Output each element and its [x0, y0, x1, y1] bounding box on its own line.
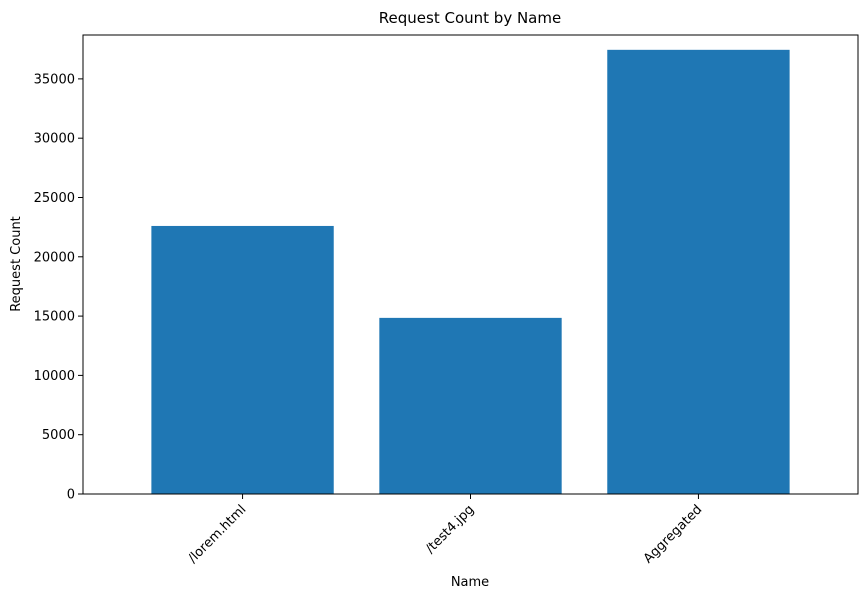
bar-0 — [151, 225, 334, 494]
y-tick-label-0: 0 — [67, 488, 75, 503]
x-tick-label-2: Aggregated — [641, 502, 705, 566]
bar-1 — [379, 317, 562, 494]
y-tick-label-3: 15000 — [34, 310, 75, 325]
x-axis-title: Name — [451, 575, 489, 590]
y-tick-label-1: 5000 — [42, 428, 75, 443]
bar-2 — [607, 49, 790, 494]
y-tick-label-4: 20000 — [34, 250, 75, 265]
y-axis-title: Request Count — [9, 216, 24, 312]
y-tick-label-5: 25000 — [34, 191, 75, 206]
y-tick-label-6: 30000 — [34, 132, 75, 147]
chart-title: Request Count by Name — [379, 9, 561, 27]
y-tick-label-2: 10000 — [34, 369, 75, 384]
x-axis: /lorem.html/test4.jpg Aggregated — [185, 494, 705, 567]
bars-group — [151, 49, 790, 494]
plot-frame — [82, 34, 859, 495]
y-axis: 0 5000 10000 15000 20000 25000 30000 35000 — [34, 72, 83, 503]
x-tick-label-0: /lorem.html — [185, 502, 249, 566]
x-tick-label-1: /test4.jpg — [423, 502, 477, 556]
y-tick-label-7: 35000 — [34, 72, 75, 87]
